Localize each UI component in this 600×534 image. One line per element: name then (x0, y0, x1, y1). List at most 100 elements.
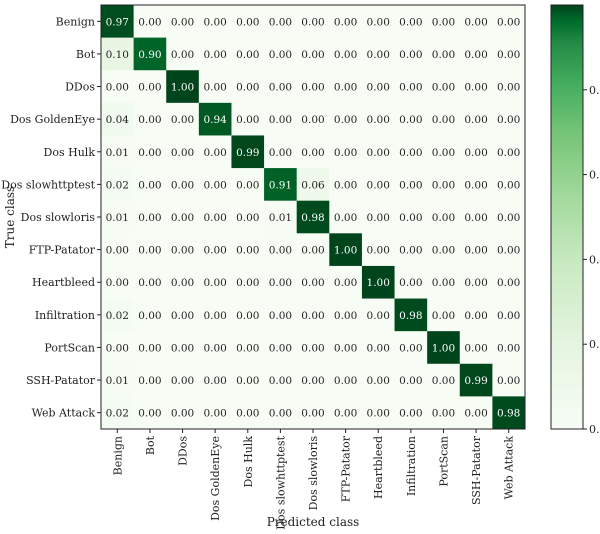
cell-value-label: 0.00 (171, 408, 194, 420)
heatmap-cell (394, 233, 428, 267)
cell-value-label: 0.00 (432, 179, 455, 191)
cell-value-label: 0.00 (301, 342, 324, 354)
cell-value-label: 0.00 (334, 310, 357, 322)
colorbar-ticks: 0.0 0.2 0.4 0.6 0.8 (583, 84, 600, 436)
y-tick-label: FTP-Patator (29, 244, 96, 257)
cell-value-label: 0.00 (399, 114, 422, 126)
heatmap-cell (329, 37, 363, 71)
cell-value-label: 0.00 (399, 212, 422, 224)
cell-value-label: 0.01 (106, 375, 129, 387)
cell-value-label: 0.00 (497, 342, 520, 354)
heatmap-cell (231, 5, 265, 39)
heatmap-cell (394, 70, 428, 104)
heatmap-cells (101, 5, 526, 430)
heatmap-cell (361, 70, 396, 104)
heatmap-cell (492, 233, 526, 267)
heatmap-cell (264, 102, 298, 136)
heatmap-cell (459, 168, 493, 202)
cell-value-label: 0.00 (171, 147, 194, 159)
cell-value-label: 0.00 (203, 82, 226, 94)
cell-value-label: 0.00 (464, 16, 487, 28)
cell-value-label: 0.00 (497, 49, 520, 61)
heatmap-cell (101, 5, 135, 39)
heatmap-cell (101, 265, 135, 300)
heatmap-cell (166, 298, 200, 332)
cell-value-label: 0.00 (236, 408, 259, 420)
cell-value-label: 0.00 (236, 114, 259, 126)
heatmap-cell (296, 396, 330, 430)
heatmap-cell (133, 168, 167, 202)
heatmap-cell (231, 70, 265, 104)
heatmap-cell (427, 102, 461, 136)
x-tick-label: Heartbleed (372, 436, 385, 499)
heatmap-cell (361, 331, 396, 365)
heatmap-cell (101, 200, 135, 234)
x-axis-ticks: Benign Bot DDos Dos GoldenEye Dos Hulk Dos sl… (111, 429, 516, 530)
cell-value-label: 1.00 (432, 342, 455, 354)
heatmap-cell (133, 70, 167, 104)
heatmap-cell (231, 363, 265, 397)
cell-value-label: 0.98 (399, 310, 422, 322)
cell-value-label: 0.00 (399, 16, 422, 28)
cell-value-label: 0.06 (301, 179, 325, 191)
cell-value-label: 0.00 (171, 277, 194, 289)
heatmap-cell (492, 5, 526, 39)
cell-value-label: 0.00 (432, 277, 455, 289)
cell-value-label: 0.00 (269, 277, 292, 289)
heatmap-cell (296, 102, 330, 136)
heatmap-cell (427, 70, 461, 104)
y-tick-label: SSH-Patator (26, 374, 96, 387)
cell-value-label: 0.00 (203, 277, 226, 289)
heatmap-cell (459, 135, 493, 169)
cell-value-label: 0.00 (497, 245, 520, 257)
cell-value-label: 0.00 (432, 310, 455, 322)
cell-value-label: 1.00 (334, 245, 357, 257)
heatmap-cell (231, 102, 265, 136)
cell-value-label: 0.00 (497, 179, 520, 191)
cell-value-label: 1.00 (171, 82, 194, 94)
cell-value-label: 0.00 (106, 277, 129, 289)
heatmap-cell (427, 200, 461, 234)
cell-value-label: 0.00 (301, 310, 324, 322)
heatmap-cell (133, 396, 167, 430)
heatmap-cell (101, 135, 135, 169)
cell-value-label: 0.00 (334, 16, 357, 28)
cell-value-label: 0.00 (464, 245, 487, 257)
heatmap-cell (329, 331, 363, 365)
cell-value-label: 0.00 (399, 147, 422, 159)
cell-value-label: 0.00 (367, 310, 390, 322)
heatmap-cell (133, 135, 167, 169)
cell-value-label: 0.00 (301, 277, 324, 289)
cell-value-label: 0.00 (464, 310, 487, 322)
cell-value-label: 0.00 (203, 49, 226, 61)
cell-value-label: 0.00 (399, 179, 422, 191)
cell-value-label: 0.00 (432, 114, 455, 126)
heatmap-cell (361, 233, 396, 267)
heatmap-cell (361, 396, 396, 430)
heatmap-cell (296, 233, 330, 267)
cell-value-label: 0.00 (138, 342, 161, 354)
cell-value-label: 0.00 (171, 245, 194, 257)
cell-value-label: 0.00 (269, 245, 292, 257)
cell-value-label: 0.00 (432, 147, 455, 159)
heatmap-cell (198, 298, 232, 332)
cell-value-label: 0.00 (367, 179, 390, 191)
cell-value-label: 0.00 (269, 16, 292, 28)
y-tick-label: Dos GoldenEye (10, 113, 95, 126)
heatmap-cell (198, 363, 232, 397)
y-tick-label: Bot (76, 48, 96, 61)
cell-value-label: 1.00 (367, 277, 390, 289)
heatmap-cell (492, 135, 526, 169)
cell-value-label: 0.00 (203, 408, 226, 420)
cell-value-label: 0.00 (367, 49, 390, 61)
heatmap-cell (329, 168, 363, 202)
heatmap-cell (198, 331, 232, 365)
cell-value-label: 0.00 (367, 375, 390, 387)
cell-value-label: 0.00 (464, 342, 487, 354)
heatmap-cell (427, 135, 461, 169)
heatmap-cell (198, 265, 232, 300)
cell-value-label: 0.00 (171, 114, 194, 126)
heatmap-cell (133, 331, 167, 365)
heatmap-cell (133, 37, 167, 71)
cell-value-label: 0.00 (236, 342, 259, 354)
